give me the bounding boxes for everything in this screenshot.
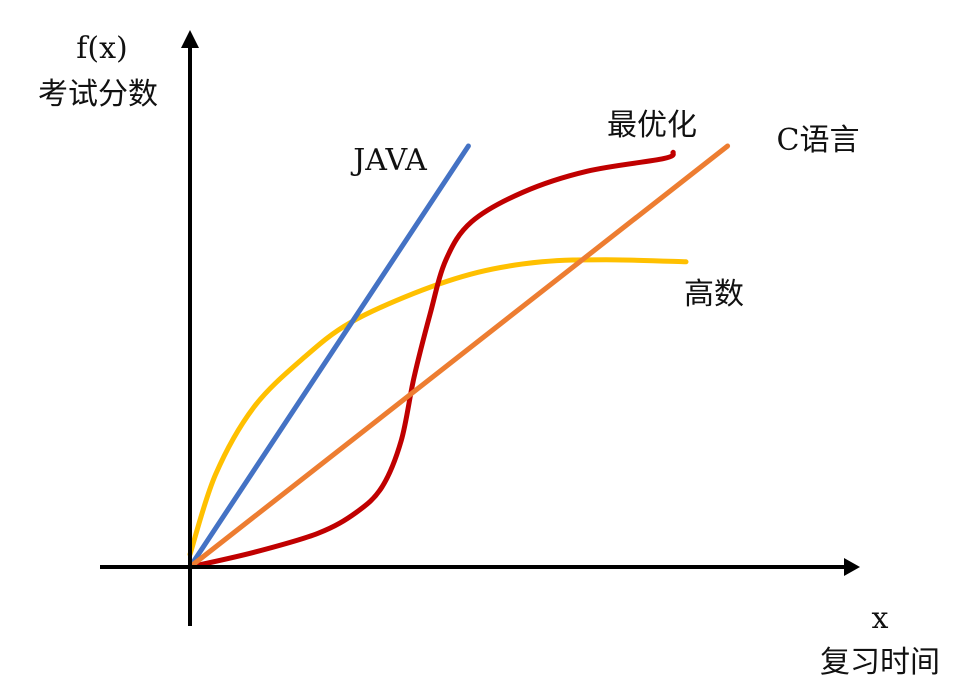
x-axis-label: 复习时间 <box>820 645 940 680</box>
series-label-java: JAVA <box>350 143 427 178</box>
series-line-c <box>187 143 731 570</box>
series-line-java <box>187 143 471 570</box>
x-axis-arrow <box>844 558 860 576</box>
y-axis-label: 考试分数 <box>38 77 158 112</box>
y-axis-symbol: f(x) <box>76 31 127 66</box>
curves-group <box>187 143 731 570</box>
series-line-gaoshu <box>187 257 689 557</box>
series-label-c: C语言 <box>777 123 860 158</box>
y-axis-arrow <box>181 30 199 48</box>
series-label-gaoshu: 高数 <box>684 277 744 312</box>
series-line-zuiyouhua <box>187 149 676 570</box>
series-label-zuiyouhua: 最优化 <box>607 108 697 143</box>
x-axis-symbol: x <box>872 601 889 636</box>
